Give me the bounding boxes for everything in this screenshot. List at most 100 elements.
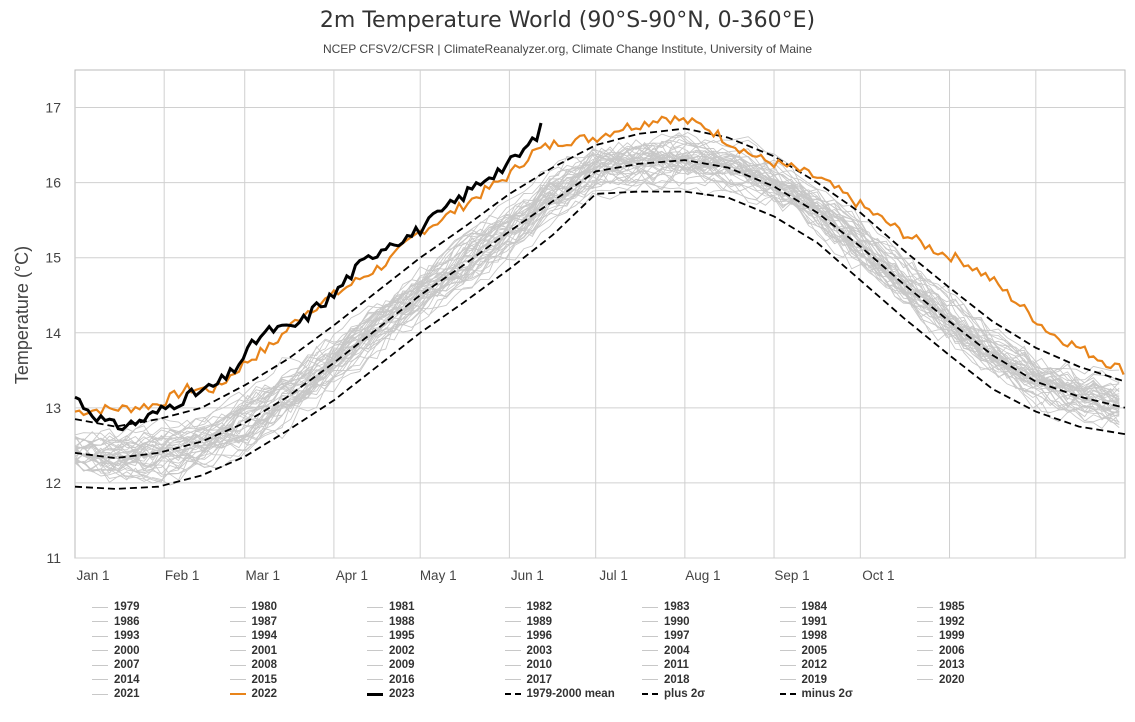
legend-item[interactable]: 1994 — [229, 629, 278, 643]
legend-swatch — [642, 635, 658, 637]
legend-label: 2000 — [114, 644, 140, 657]
legend-item[interactable]: 2021 — [92, 687, 140, 701]
series-line-2003 — [74, 141, 1120, 449]
legend-swatch — [504, 650, 521, 651]
legend-item[interactable]: 1997 — [642, 629, 690, 643]
legend-item[interactable]: 2012 — [779, 658, 828, 672]
legend-swatch — [504, 606, 521, 608]
legend-swatch — [367, 621, 383, 622]
legend-item[interactable]: 2022 — [229, 687, 278, 701]
legend-swatch — [92, 621, 108, 622]
legend-swatch — [917, 621, 933, 622]
legend-item[interactable]: 2023 — [367, 687, 415, 701]
legend-swatch — [367, 635, 383, 637]
legend-item[interactable]: 1991 — [779, 615, 827, 629]
legend-label: 2007 — [114, 659, 140, 671]
legend-label: 2002 — [389, 644, 415, 657]
legend-label: 2022 — [251, 688, 278, 700]
legend-item[interactable]: 2007 — [92, 658, 140, 672]
legend-label: 2004 — [664, 644, 690, 657]
legend-item[interactable]: 2008 — [229, 658, 277, 672]
legend-label: 1995 — [389, 630, 415, 642]
legend-swatch — [779, 679, 796, 680]
legend-item[interactable]: 1989 — [504, 615, 552, 629]
legend-item[interactable]: 2009 — [367, 658, 415, 672]
legend-label: 2014 — [114, 673, 140, 686]
legend-label: 2015 — [251, 673, 278, 686]
series-line-2018 — [74, 149, 1120, 451]
x-tick-label: Sep 1 — [774, 568, 809, 583]
series-line-1993 — [74, 156, 1120, 483]
legend-item[interactable]: 1995 — [367, 629, 415, 643]
legend-item[interactable]: 1985 — [917, 600, 965, 614]
legend-label: 1998 — [801, 630, 828, 642]
legend-item[interactable]: 2003 — [504, 644, 552, 658]
legend-item[interactable]: 2000 — [92, 644, 140, 658]
x-tick-label: Jul 1 — [599, 568, 628, 583]
legend-item[interactable]: 2002 — [367, 644, 415, 658]
x-axis-ticks: Jan 1 Feb 1 Mar 1 Apr 1 May 1 Jun 1 Jul 1 Aug 1… — [76, 568, 894, 583]
y-axis-label: Temperature (°C) — [12, 246, 32, 384]
y-tick-label: 14 — [45, 325, 61, 341]
legend-swatch — [367, 650, 383, 651]
legend-swatch — [779, 635, 796, 637]
historical-series — [74, 131, 1120, 486]
legend-item[interactable]: 2004 — [642, 644, 690, 658]
legend-item[interactable]: 1988 — [367, 615, 415, 629]
legend-label: 2012 — [801, 659, 828, 671]
highlight-series — [74, 114, 1126, 490]
legend-item[interactable]: 2018 — [642, 673, 690, 687]
y-tick-label: 13 — [45, 400, 61, 416]
legend-swatch — [642, 650, 658, 651]
legend-item[interactable]: 1980 — [229, 600, 277, 614]
legend-item[interactable]: 1984 — [779, 600, 827, 614]
legend-label: 2011 — [664, 659, 689, 671]
legend-item[interactable]: 2006 — [917, 644, 965, 658]
legend-swatch — [92, 679, 108, 680]
legend-item[interactable]: 1986 — [92, 615, 140, 629]
legend-item[interactable]: 2010 — [504, 658, 552, 672]
legend-swatch — [642, 664, 658, 666]
legend-item[interactable]: 2020 — [917, 673, 965, 687]
legend-label: 1996 — [526, 630, 553, 642]
legend-item[interactable]: 2005 — [779, 644, 827, 658]
legend-label: 1999 — [939, 630, 965, 642]
legend-item[interactable]: 1983 — [642, 600, 690, 614]
legend-item[interactable]: plus 2σ — [642, 687, 705, 701]
legend-swatch — [917, 635, 933, 637]
legend-swatch — [504, 621, 521, 622]
legend-item[interactable]: 2019 — [779, 673, 828, 687]
legend-item[interactable]: 1987 — [229, 615, 277, 629]
legend-item[interactable]: 1979 — [92, 600, 140, 614]
series-line-2017 — [74, 144, 1120, 456]
legend-item[interactable]: 1996 — [504, 629, 553, 643]
legend-item[interactable]: 1993 — [92, 629, 140, 643]
legend-swatch — [92, 693, 108, 695]
legend-swatch — [917, 679, 933, 680]
series-line-2023 — [74, 122, 543, 432]
legend-swatch — [504, 664, 521, 666]
x-tick-label: May 1 — [420, 568, 457, 583]
series-line-2006 — [74, 139, 1120, 467]
legend-label: 1988 — [389, 615, 415, 628]
legend-item[interactable]: minus 2σ — [779, 687, 853, 701]
legend-item[interactable]: 1992 — [917, 615, 965, 629]
legend-item[interactable]: 1979-2000 mean — [504, 687, 615, 701]
legend-item[interactable]: 1999 — [917, 629, 965, 643]
chart-area: 11 12 13 14 15 16 17 Jan 1 Feb 1 Mar 1 Apr 1 May 1… — [12, 69, 1126, 583]
legend-swatch — [779, 693, 796, 695]
legend-label: 2019 — [801, 673, 828, 686]
legend-label: 1994 — [251, 630, 278, 642]
legend-item[interactable]: 2013 — [917, 658, 965, 672]
legend-item[interactable]: 1981 — [367, 600, 415, 614]
legend-item[interactable]: 2016 — [367, 673, 415, 687]
legend-item[interactable]: 2015 — [229, 673, 278, 687]
legend-item[interactable]: 1990 — [642, 615, 690, 629]
legend-label: 1992 — [939, 615, 965, 628]
legend-item[interactable]: 2017 — [504, 673, 552, 687]
legend-item[interactable]: 1998 — [779, 629, 828, 643]
legend-item[interactable]: 2011 — [642, 658, 689, 672]
legend-item[interactable]: 2001 — [229, 644, 277, 658]
legend-item[interactable]: 1982 — [504, 600, 552, 614]
legend-item[interactable]: 2014 — [92, 673, 140, 687]
